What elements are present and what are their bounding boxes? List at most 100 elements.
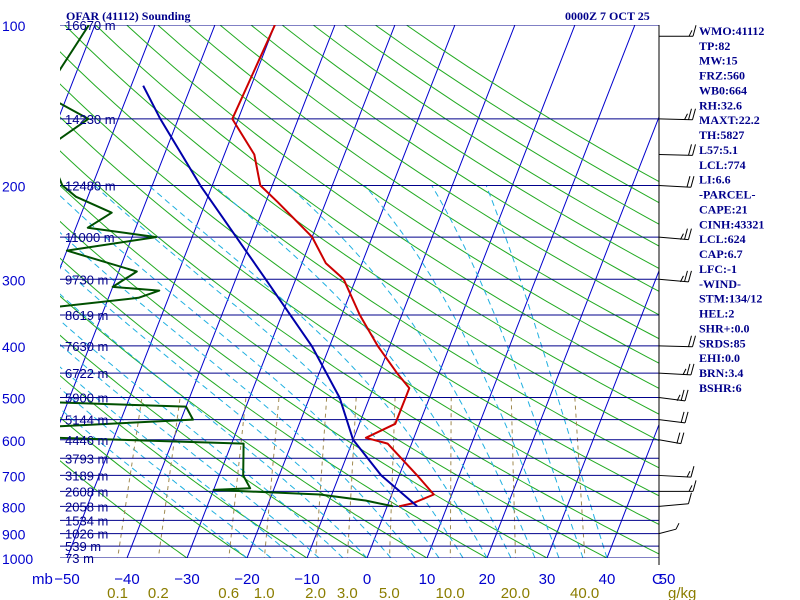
wind-barb (658, 466, 695, 478)
mixing-ratio-tick-label: 0.6 (218, 585, 239, 600)
mixing-ratio-tick-label: 40.0 (570, 585, 599, 600)
pressure-tick-label: 100 (2, 18, 26, 34)
dry-adiabat-line (60, 295, 428, 558)
height-label: 5144 m (65, 413, 108, 428)
pressure-tick-label: 700 (2, 468, 26, 484)
temperature-tick-label: −40 (114, 571, 139, 588)
wind-barb-flag (683, 270, 688, 282)
wind-barb-shaft (658, 118, 693, 121)
stat-line: MW:15 (699, 54, 738, 68)
dry-adiabat-line (312, 25, 659, 247)
wind-barb-flag (687, 270, 692, 282)
height-label: 539 m (65, 539, 101, 554)
sounding-traces (60, 25, 435, 508)
temperature-tick-label: 0 (363, 571, 371, 588)
height-label: 2608 m (65, 484, 108, 499)
wind-barb-flag (684, 411, 689, 424)
stat-line: STM:134/12 (699, 292, 762, 306)
wind-barb (658, 492, 692, 507)
pressure-tick-label: 1000 (2, 551, 33, 567)
height-label: 12480 m (65, 178, 116, 193)
pressure-tick-label: 600 (2, 433, 26, 449)
stat-line: TH:5827 (699, 128, 744, 142)
stat-line: CINH:43321 (699, 217, 764, 231)
mixing-ratio-line (157, 397, 181, 558)
height-label: 16670 m (65, 18, 116, 33)
wind-barb-flag (683, 228, 688, 240)
mixing-ratio-tick-label: 0.1 (107, 585, 128, 600)
moist-adiabat-line (364, 185, 560, 558)
parcel-trace (142, 85, 418, 508)
dry-adiabat-line (250, 25, 659, 292)
wind-barb-shaft (658, 372, 691, 376)
isotherm-line (0, 13, 40, 569)
isotherm-line (486, 115, 659, 558)
wind-barb-flag (692, 335, 696, 347)
pressure-unit-label: mb (32, 571, 53, 588)
mixing-ratio-line (117, 397, 143, 558)
moist-adiabat-line (60, 343, 320, 558)
moist-adiabat-line (60, 319, 344, 558)
height-label: 3793 m (65, 451, 108, 466)
temperature-tick-label: 30 (539, 571, 556, 588)
wind-barb-flag (688, 485, 693, 492)
wind-barb (658, 363, 695, 376)
wind-barb-flag (676, 394, 681, 402)
pressure-tick-label: 800 (2, 499, 26, 515)
wind-barb-flag (688, 335, 692, 347)
height-label: 1026 m (65, 527, 108, 542)
wind-barb (658, 144, 696, 156)
height-label: 73 m (65, 551, 94, 566)
dry-adiabat-line (95, 25, 659, 415)
stat-line: CAP:6.7 (699, 247, 743, 261)
stats-panel: WMO:41112TP:82MW:15FRZ:560WB0:664RH:32.6… (699, 24, 764, 395)
wind-barb (658, 522, 680, 535)
pressure-tick-label: 300 (2, 272, 26, 288)
dry-adiabat-line (60, 460, 188, 558)
wind-barb-flag (692, 108, 696, 120)
chart-title: OFAR (41112) Sounding (66, 9, 190, 23)
wind-barb (659, 480, 697, 492)
temperature-tick-label: −10 (294, 571, 319, 588)
dry-adiabat-line (60, 257, 489, 558)
dry-adiabat-line (60, 220, 549, 558)
height-label: 8619 m (65, 308, 108, 323)
temperature-tick-label: −30 (174, 571, 199, 588)
mixing-ratio-unit-label: g/kg (668, 585, 696, 600)
wind-barb-flag (679, 275, 684, 283)
isotherm-line (66, 25, 276, 558)
wind-barb-flag (688, 144, 692, 156)
height-label: 4446 m (65, 433, 108, 448)
dry-adiabat-line (60, 51, 659, 469)
mixing-ratio-tick-label: 20.0 (501, 585, 530, 600)
isotherm-line (246, 25, 456, 558)
moist-adiabat-line (60, 264, 392, 558)
stat-line: LI:6.6 (699, 173, 731, 187)
wind-barb-shaft (658, 503, 689, 507)
stat-line: L57:5.1 (699, 143, 738, 157)
height-label: 7630 m (65, 339, 108, 354)
wind-barb-flag (692, 144, 696, 156)
wind-barb-shaft (658, 236, 689, 241)
wind-barb-flag (684, 113, 688, 120)
wind-barb (658, 389, 689, 402)
stat-line: SRDS:85 (699, 336, 746, 350)
wind-barb-flag (686, 363, 691, 376)
mixing-ratio-line (510, 397, 517, 558)
dry-adiabat-line (60, 334, 368, 558)
mixing-ratio-tick-label: 1.0 (254, 585, 275, 600)
wind-barb-flag (679, 233, 684, 240)
wind-barb-flag (690, 363, 695, 376)
wind-barb-flag (692, 480, 697, 492)
temperature-unit-label: C (652, 571, 663, 588)
isotherm-line (126, 25, 336, 558)
sounding-datetime: 0000Z 7 OCT 25 (565, 9, 650, 23)
isotherm-line (366, 25, 576, 558)
wind-barb-shaft (658, 528, 677, 535)
pressure-tick-label: 500 (2, 391, 26, 407)
mixing-ratio-tick-label: 10.0 (436, 585, 465, 600)
wind-barb (658, 176, 695, 188)
wind-barb-flag (692, 25, 697, 37)
wind-barb-flag (687, 228, 692, 240)
